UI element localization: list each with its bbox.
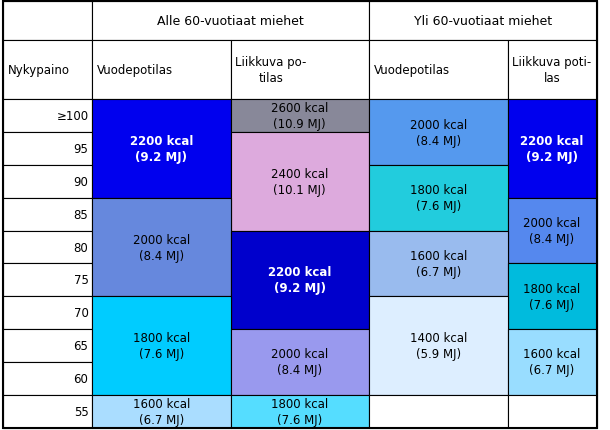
Bar (231, 133, 369, 231)
Bar (92, 198, 231, 297)
Text: 2200 kcal
(9.2 MJ): 2200 kcal (9.2 MJ) (268, 266, 331, 295)
Text: Yli 60-vuotiaat miehet: Yli 60-vuotiaat miehet (414, 15, 552, 28)
Bar (3, 329, 92, 362)
Bar (231, 231, 369, 329)
Text: 1800 kcal
(7.6 MJ): 1800 kcal (7.6 MJ) (410, 184, 467, 213)
Text: ≥100: ≥100 (56, 110, 88, 123)
Text: 2000 kcal
(8.4 MJ): 2000 kcal (8.4 MJ) (132, 233, 190, 262)
Bar (508, 198, 597, 264)
Text: 1800 kcal
(7.6 MJ): 1800 kcal (7.6 MJ) (132, 331, 190, 360)
Bar (3, 100, 92, 133)
Bar (3, 297, 92, 329)
Bar (369, 100, 508, 166)
Text: 2200 kcal
(9.2 MJ): 2200 kcal (9.2 MJ) (129, 135, 193, 164)
Text: 1800 kcal
(7.6 MJ): 1800 kcal (7.6 MJ) (523, 282, 581, 311)
Text: 2600 kcal
(10.9 MJ): 2600 kcal (10.9 MJ) (271, 102, 328, 131)
Bar (3, 395, 92, 428)
Text: 2200 kcal
(9.2 MJ): 2200 kcal (9.2 MJ) (520, 135, 584, 164)
Text: 1600 kcal
(6.7 MJ): 1600 kcal (6.7 MJ) (523, 348, 581, 377)
Bar (92, 100, 231, 198)
Bar (508, 100, 597, 198)
Text: Vuodepotilas: Vuodepotilas (374, 64, 450, 77)
Text: 90: 90 (74, 175, 88, 188)
Text: Alle 60-vuotiaat miehet: Alle 60-vuotiaat miehet (157, 15, 304, 28)
Bar (92, 395, 231, 428)
Text: 1600 kcal
(6.7 MJ): 1600 kcal (6.7 MJ) (409, 249, 467, 278)
Text: 1600 kcal
(6.7 MJ): 1600 kcal (6.7 MJ) (132, 397, 190, 426)
Bar (508, 329, 597, 395)
Bar (3, 264, 92, 297)
Text: 95: 95 (74, 143, 88, 156)
Text: 75: 75 (74, 274, 88, 287)
Bar (3, 198, 92, 231)
Text: 80: 80 (74, 241, 88, 254)
Bar (3, 133, 92, 166)
Bar (231, 100, 369, 133)
Text: 55: 55 (74, 405, 88, 418)
Text: Liikkuva poti-
las: Liikkuva poti- las (512, 56, 592, 85)
Text: Nykypaino: Nykypaino (8, 64, 70, 77)
Bar (92, 2, 369, 40)
Text: 1400 kcal
(5.9 MJ): 1400 kcal (5.9 MJ) (409, 331, 467, 360)
Bar (231, 40, 369, 100)
Bar (3, 231, 92, 264)
Text: 1800 kcal
(7.6 MJ): 1800 kcal (7.6 MJ) (271, 397, 328, 426)
Text: 60: 60 (74, 372, 88, 385)
Bar (508, 395, 597, 428)
Bar (231, 329, 369, 395)
Bar (508, 40, 597, 100)
Text: 70: 70 (74, 307, 88, 319)
Bar (3, 40, 92, 100)
Bar (369, 231, 508, 297)
Bar (508, 264, 597, 329)
Bar (369, 166, 508, 231)
Bar (92, 297, 231, 395)
Bar (3, 2, 92, 40)
Bar (369, 2, 597, 40)
Text: 2000 kcal
(8.4 MJ): 2000 kcal (8.4 MJ) (523, 217, 581, 246)
Bar (231, 395, 369, 428)
Text: Vuodepotilas: Vuodepotilas (97, 64, 173, 77)
Bar (3, 166, 92, 198)
Text: 65: 65 (74, 339, 88, 352)
Text: 2400 kcal
(10.1 MJ): 2400 kcal (10.1 MJ) (271, 167, 328, 197)
Bar (369, 297, 508, 395)
Bar (369, 40, 508, 100)
Bar (3, 362, 92, 395)
Text: Liikkuva po-
tilas: Liikkuva po- tilas (235, 56, 307, 85)
Bar (369, 395, 508, 428)
Bar (92, 40, 231, 100)
Text: 2000 kcal
(8.4 MJ): 2000 kcal (8.4 MJ) (271, 348, 328, 377)
Text: 85: 85 (74, 208, 88, 221)
Text: 2000 kcal
(8.4 MJ): 2000 kcal (8.4 MJ) (410, 118, 467, 147)
